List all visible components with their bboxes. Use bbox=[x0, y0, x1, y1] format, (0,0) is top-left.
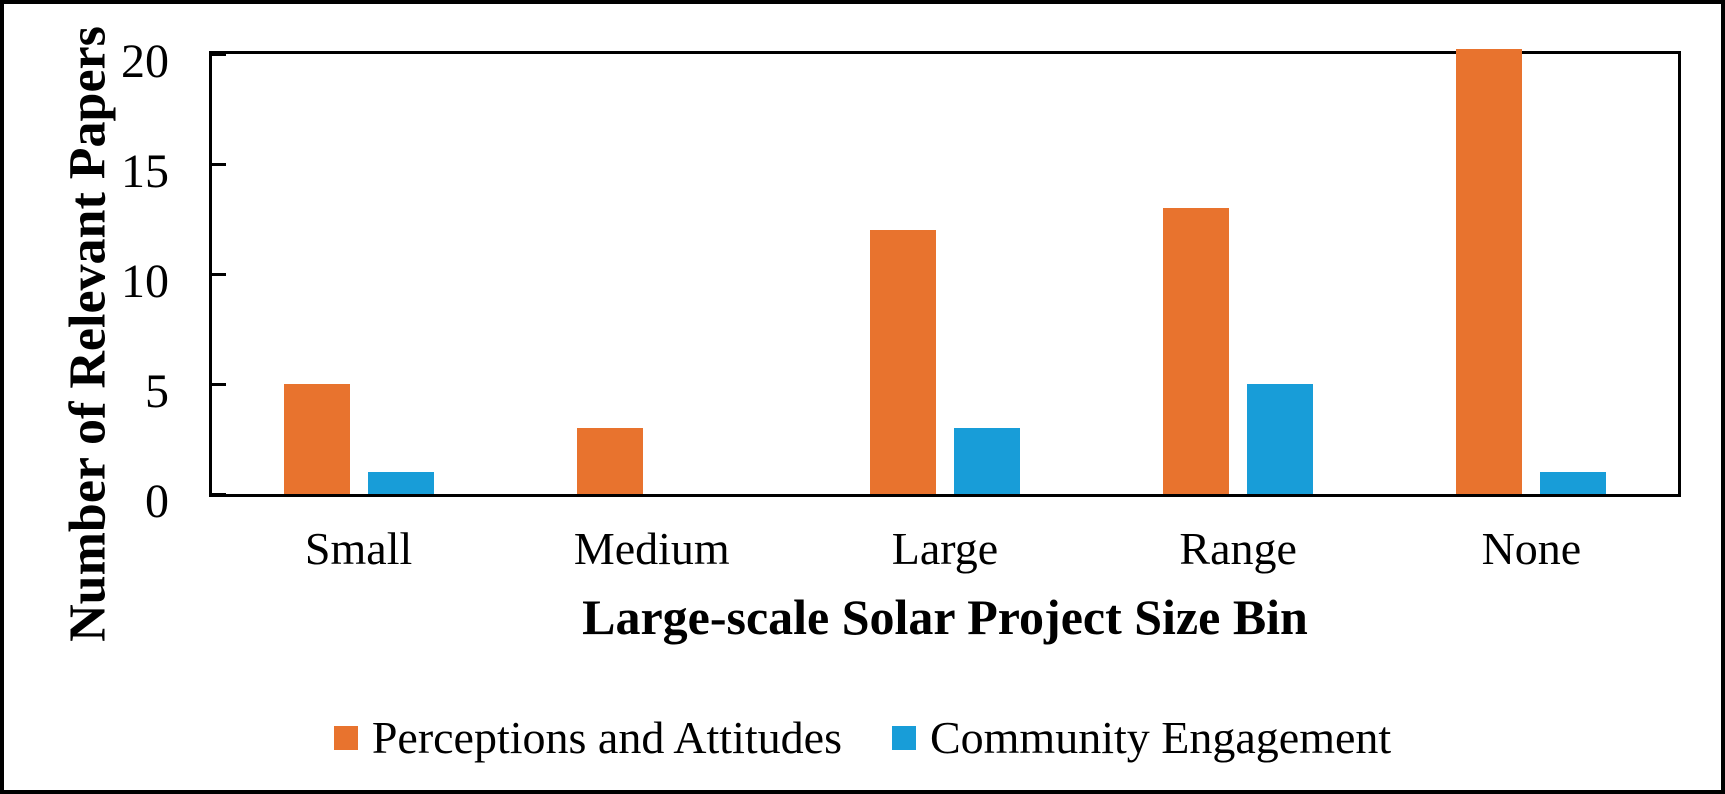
bar-large-orange bbox=[870, 230, 936, 494]
x-category-label-small: Small bbox=[304, 523, 413, 574]
legend: Perceptions and Attitudes Community Enga… bbox=[4, 710, 1721, 766]
y-axis-title: Number of Relevant Papers bbox=[59, 26, 117, 642]
y-tick-label: 20 bbox=[121, 35, 169, 88]
y-tick-label: 5 bbox=[145, 365, 169, 418]
y-tick-mark bbox=[212, 52, 226, 56]
y-tick-label: 10 bbox=[121, 255, 169, 308]
bar-range-blue bbox=[1247, 384, 1314, 494]
x-category-label-range: Range bbox=[1179, 523, 1297, 574]
bar-none-blue bbox=[1540, 472, 1607, 494]
legend-item-perceptions-and-attitudes: Perceptions and Attitudes bbox=[333, 710, 842, 766]
legend-item-community-engagement: Community Engagement bbox=[891, 710, 1392, 766]
x-category-label-large: Large bbox=[891, 523, 999, 574]
legend-label: Community Engagement bbox=[929, 712, 1392, 763]
y-tick-mark bbox=[212, 162, 226, 166]
y-tick-mark bbox=[212, 382, 226, 386]
x-category-label-none: None bbox=[1481, 523, 1582, 574]
bar-none-orange bbox=[1456, 49, 1523, 494]
x-axis-title: Large-scale Solar Project Size Bin bbox=[582, 589, 1308, 645]
bar-large-blue bbox=[954, 428, 1020, 494]
y-tick-mark bbox=[212, 492, 226, 496]
y-tick-label: 0 bbox=[145, 475, 169, 528]
x-category-label-medium: Medium bbox=[573, 523, 730, 574]
y-tick-mark bbox=[212, 272, 226, 276]
legend-swatch-orange-icon bbox=[333, 726, 358, 750]
bar-range-orange bbox=[1163, 208, 1230, 494]
bar-small-blue bbox=[367, 472, 434, 494]
bar-small-orange bbox=[283, 384, 350, 494]
plot-area bbox=[209, 49, 1681, 497]
y-tick-label: 15 bbox=[121, 145, 169, 198]
legend-label: Perceptions and Attitudes bbox=[371, 712, 842, 763]
legend-swatch-blue-icon bbox=[891, 726, 916, 750]
bar-medium-orange bbox=[576, 428, 643, 494]
